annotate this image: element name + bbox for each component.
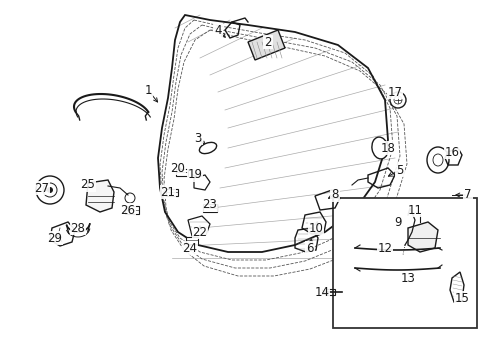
Text: 29: 29 (47, 231, 62, 244)
Text: 15: 15 (454, 292, 468, 305)
Text: 21: 21 (160, 185, 175, 198)
Text: 18: 18 (380, 141, 395, 154)
Text: 10: 10 (308, 221, 323, 234)
Text: 4: 4 (214, 23, 221, 36)
Text: 16: 16 (444, 145, 459, 158)
Ellipse shape (432, 154, 442, 166)
Bar (176, 169, 187, 176)
Text: 27: 27 (35, 181, 49, 194)
Text: 9: 9 (393, 216, 401, 229)
Ellipse shape (426, 147, 448, 173)
Text: 8: 8 (331, 189, 338, 202)
Circle shape (389, 92, 405, 108)
Text: 25: 25 (81, 179, 95, 192)
Text: 17: 17 (386, 85, 402, 99)
Ellipse shape (371, 137, 387, 159)
Text: 22: 22 (192, 225, 207, 238)
Text: 20: 20 (170, 162, 185, 175)
Polygon shape (86, 180, 114, 212)
Circle shape (47, 187, 53, 193)
Text: 19: 19 (187, 168, 202, 181)
Text: 13: 13 (400, 271, 415, 284)
Bar (332, 198, 476, 328)
Text: 2: 2 (264, 36, 271, 49)
Polygon shape (407, 222, 437, 252)
Text: 12: 12 (377, 242, 392, 255)
Bar (165, 189, 178, 196)
Bar (203, 204, 217, 212)
Text: 24: 24 (182, 242, 197, 255)
Bar (125, 206, 139, 214)
Text: 23: 23 (202, 198, 217, 211)
Text: 28: 28 (70, 221, 85, 234)
Text: 6: 6 (305, 242, 313, 255)
Text: 14: 14 (314, 285, 329, 298)
Bar (185, 237, 198, 244)
Ellipse shape (199, 143, 216, 154)
Text: 7: 7 (463, 189, 471, 202)
Text: 3: 3 (194, 131, 201, 144)
Text: 1: 1 (144, 84, 151, 96)
Polygon shape (247, 30, 285, 60)
Text: 5: 5 (395, 163, 403, 176)
Text: 11: 11 (407, 203, 422, 216)
Text: 26: 26 (120, 203, 135, 216)
